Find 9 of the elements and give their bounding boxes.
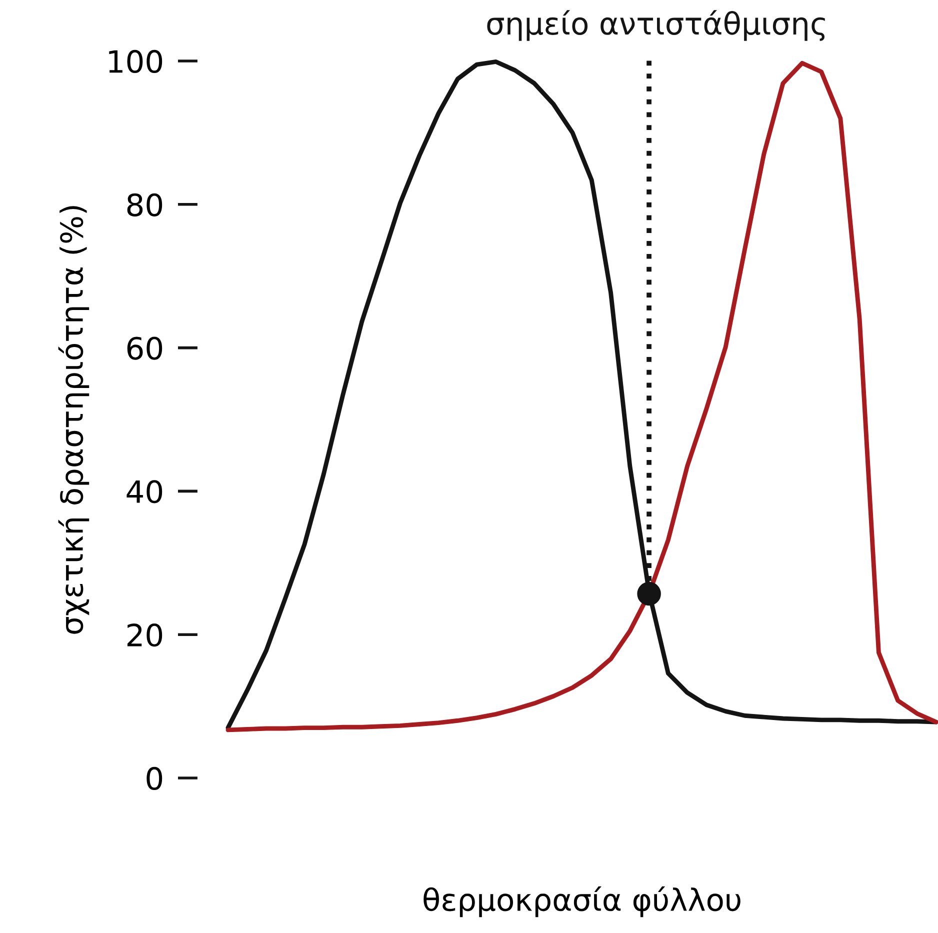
y-tick-label: 100	[109, 50, 162, 74]
text: σημείο αντιστάθμισης	[487, 10, 825, 41]
y-tick-label: 80	[127, 193, 162, 216]
y-tick-label: 20	[127, 624, 162, 647]
y-tick-label: 0	[146, 766, 162, 790]
y-tick-label: 60	[127, 336, 162, 360]
x-axis-title: θερμοκρασία φύλλου	[424, 886, 740, 918]
y-axis-title: σχετική δραστηριότητα (%)	[58, 206, 90, 634]
y-tick-label: 40	[126, 480, 162, 504]
